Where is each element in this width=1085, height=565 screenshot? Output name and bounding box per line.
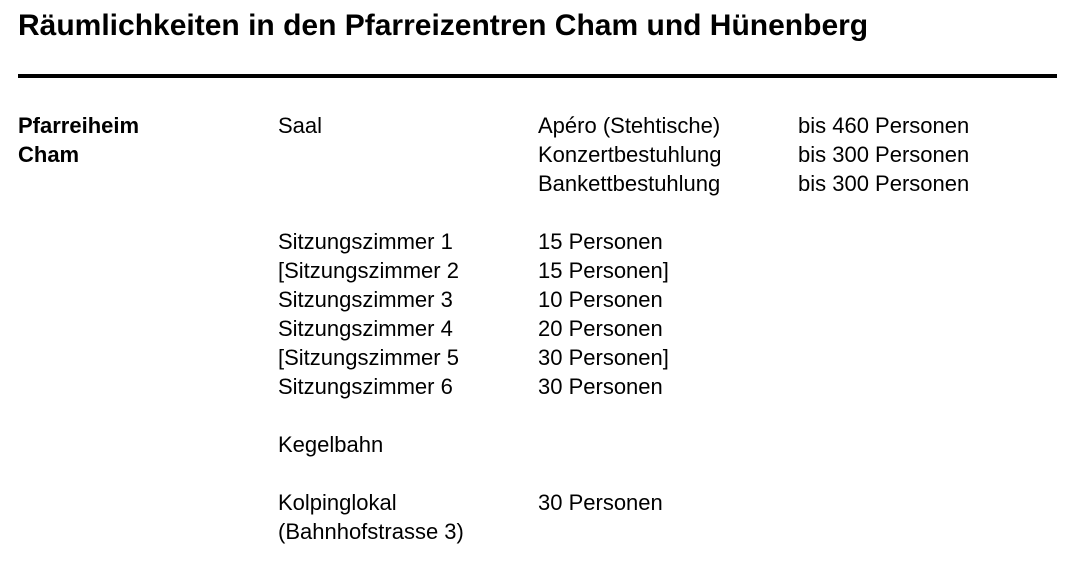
location-city: Cham [18,142,80,167]
room-name: [Sitzungszimmer 2 [278,258,459,283]
room-kolpinglokal: Kolpinglokal [278,490,397,515]
page-title: Räumlichkeiten in den Pfarreizentren Cha… [18,9,869,42]
saal-capacity: bis 460 Personen [798,113,970,138]
room-name: Sitzungszimmer 4 [278,316,453,341]
location-name: Pfarreiheim [18,113,140,138]
saal-capacity-column: bis 460 Personen bis 300 Personen bis 30… [798,111,969,198]
saal-setup: Bankettbestuhlung [538,171,721,196]
room-capacity: 15 Personen [538,229,663,254]
detail-column: Apéro (Stehtische) Konzertbestuhlung Ban… [538,111,721,517]
saal-capacity: bis 300 Personen [798,171,970,196]
room-capacity: 20 Personen [538,316,663,341]
room-capacity: 10 Personen [538,287,663,312]
title-divider [18,74,1057,78]
kolpinglokal-capacity: 30 Personen [538,490,663,515]
room-name: Sitzungszimmer 1 [278,229,453,254]
room-capacity: 15 Personen] [538,258,669,283]
room-capacity: 30 Personen] [538,345,669,370]
kolpinglokal-address: (Bahnhofstrasse 3) [278,519,464,544]
room-name: [Sitzungszimmer 5 [278,345,459,370]
room-capacity: 30 Personen [538,374,663,399]
location-column: Pfarreiheim Cham [18,111,139,169]
room-name: Sitzungszimmer 6 [278,374,453,399]
room-saal: Saal [278,113,323,138]
room-column: Saal Sitzungszimmer 1 [Sitzungszimmer 2 … [278,111,464,546]
room-name: Sitzungszimmer 3 [278,287,453,312]
room-kegelbahn: Kegelbahn [278,432,384,457]
saal-setup: Apéro (Stehtische) [538,113,721,138]
saal-capacity: bis 300 Personen [798,142,970,167]
saal-setup: Konzertbestuhlung [538,142,722,167]
